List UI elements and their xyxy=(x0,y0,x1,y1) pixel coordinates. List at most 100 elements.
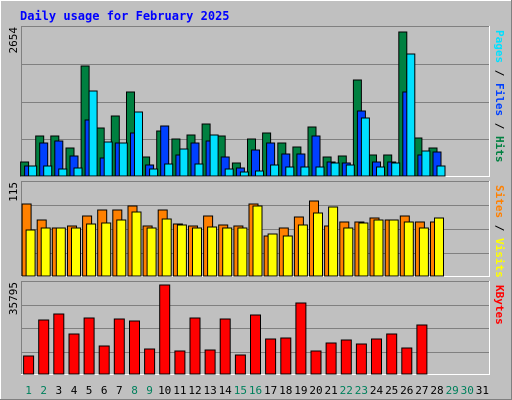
panel-kbytes: 35795 KBytes xyxy=(7,281,506,375)
legend-part: / xyxy=(493,63,506,83)
bar-pages-day-14 xyxy=(224,168,234,177)
x-tick-label: 16 xyxy=(249,384,262,397)
x-tick-label: 3 xyxy=(55,384,62,397)
bar-visits-day-25 xyxy=(388,219,399,277)
x-tick-label: 27 xyxy=(415,384,428,397)
bar-kbytes-day-8 xyxy=(129,320,140,375)
bar-kbytes-day-18 xyxy=(280,337,292,375)
bar-pages-day-5 xyxy=(88,90,98,177)
x-tick-label: 22 xyxy=(340,384,353,397)
bar-kbytes-day-1 xyxy=(23,355,35,375)
x-tick-label: 13 xyxy=(203,384,216,397)
axis-max-label: 2654 xyxy=(7,27,20,54)
bar-kbytes-day-3 xyxy=(53,313,65,375)
bar-visits-day-28 xyxy=(434,217,444,277)
bar-kbytes-day-20 xyxy=(310,350,322,375)
axis-max-label: 115 xyxy=(7,182,20,202)
bar-visits-day-24 xyxy=(373,219,384,277)
bar-kbytes-day-11 xyxy=(174,350,186,375)
bar-pages-day-20 xyxy=(315,166,325,177)
x-tick-label: 30 xyxy=(461,384,474,397)
x-tick-label: 11 xyxy=(173,384,186,397)
series-legend-label: Sites / Visits xyxy=(493,185,506,278)
legend-part: / xyxy=(493,218,506,238)
bar-kbytes-day-15 xyxy=(234,354,246,375)
x-tick-label: 9 xyxy=(146,384,153,397)
x-tick-label: 2 xyxy=(40,384,47,397)
axis-max-label: 35795 xyxy=(7,282,20,315)
bar-kbytes-day-5 xyxy=(83,317,95,375)
bar-pages-day-26 xyxy=(406,53,416,177)
x-tick-label: 10 xyxy=(158,384,171,397)
bar-visits-day-4 xyxy=(71,227,81,277)
x-tick-label: 20 xyxy=(309,384,322,397)
x-tick-label: 23 xyxy=(355,384,368,397)
bar-pages-day-2 xyxy=(43,165,53,177)
x-tick-label: 6 xyxy=(101,384,108,397)
series-legend-label: KBytes xyxy=(493,285,506,325)
bar-visits-day-16 xyxy=(252,205,263,277)
bar-kbytes-day-9 xyxy=(144,348,156,375)
bar-visits-day-26 xyxy=(403,221,414,277)
x-tick-label: 15 xyxy=(234,384,247,397)
bar-kbytes-day-10 xyxy=(159,284,171,375)
legend-part: KBytes xyxy=(493,285,506,325)
bar-visits-day-9 xyxy=(146,227,157,277)
bar-kbytes-day-23 xyxy=(355,343,367,375)
panel-visits: 115 Sites / Visits xyxy=(7,181,506,278)
bar-pages-day-24 xyxy=(376,166,385,177)
bar-visits-day-18 xyxy=(282,235,293,277)
bar-kbytes-day-27 xyxy=(416,324,428,375)
bar-pages-day-21 xyxy=(330,162,340,177)
bar-visits-day-15 xyxy=(237,227,248,277)
bar-pages-day-28 xyxy=(436,165,446,177)
bar-pages-day-4 xyxy=(73,167,83,177)
bar-visits-day-19 xyxy=(297,224,308,277)
x-tick-label: 17 xyxy=(264,384,277,397)
chart-title: Daily usage for February 2025 xyxy=(20,9,230,23)
bar-visits-day-12 xyxy=(192,227,202,277)
x-tick-label: 28 xyxy=(430,384,443,397)
bar-visits-day-27 xyxy=(418,227,429,277)
bar-kbytes-day-22 xyxy=(340,339,352,375)
bar-pages-day-10 xyxy=(164,163,174,177)
x-tick-label: 5 xyxy=(86,384,93,397)
bar-pages-day-6 xyxy=(103,141,113,177)
bar-kbytes-day-14 xyxy=(219,318,231,375)
bar-pages-day-17 xyxy=(270,164,280,177)
bar-pages-day-19 xyxy=(300,166,310,177)
bar-kbytes-day-6 xyxy=(98,345,110,375)
x-tick-label: 7 xyxy=(116,384,123,397)
bar-kbytes-day-2 xyxy=(38,319,50,375)
bar-visits-day-21 xyxy=(328,206,339,277)
bar-kbytes-day-25 xyxy=(386,333,398,375)
bar-pages-day-9 xyxy=(149,168,159,177)
bar-visits-day-14 xyxy=(222,227,233,277)
legend-part: Files xyxy=(493,83,506,116)
legend-part: Hits xyxy=(493,136,506,163)
bar-kbytes-day-17 xyxy=(265,338,277,375)
bar-kbytes-day-21 xyxy=(325,342,337,375)
x-tick-label: 1 xyxy=(25,384,32,397)
bar-pages-day-25 xyxy=(391,162,401,177)
bar-kbytes-day-7 xyxy=(113,318,125,375)
legend-part: Pages xyxy=(493,30,506,63)
legend-part: Sites xyxy=(493,185,506,218)
bar-kbytes-day-12 xyxy=(189,317,201,375)
bar-visits-day-8 xyxy=(131,211,142,277)
bar-kbytes-day-16 xyxy=(250,314,261,375)
series-legend-label: Pages / Files / Hits xyxy=(493,30,506,163)
bar-visits-day-17 xyxy=(267,233,278,277)
bar-kbytes-day-13 xyxy=(204,349,216,375)
x-tick-label: 12 xyxy=(188,384,201,397)
bar-pages-day-13 xyxy=(209,134,219,177)
bar-visits-day-5 xyxy=(86,223,97,277)
bar-kbytes-day-19 xyxy=(295,302,307,375)
x-tick-label: 29 xyxy=(446,384,459,397)
x-tick-label: 18 xyxy=(279,384,292,397)
bar-visits-day-20 xyxy=(313,212,323,277)
x-tick-label: 4 xyxy=(71,384,78,397)
x-axis-day-labels: 1 2 3 4 5 6 7 8 9 10 11 12 13 14 15 16 17 18 19 20 21 22 23 24 2… xyxy=(25,384,489,397)
x-tick-label: 26 xyxy=(400,384,413,397)
